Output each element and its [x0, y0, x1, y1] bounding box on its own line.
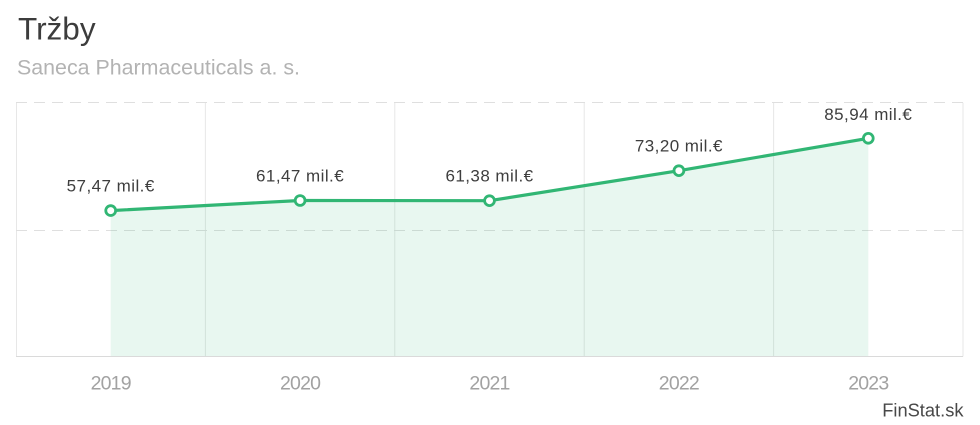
svg-text:61,47 mil.€: 61,47 mil.€ [256, 167, 344, 186]
svg-text:2022: 2022 [659, 372, 699, 394]
svg-text:Tržby: Tržby [18, 11, 96, 47]
svg-text:85,94 mil.€: 85,94 mil.€ [824, 105, 912, 124]
svg-text:2021: 2021 [469, 372, 509, 394]
svg-text:57,47 mil.€: 57,47 mil.€ [67, 177, 155, 196]
svg-text:73,20 mil.€: 73,20 mil.€ [635, 137, 723, 156]
svg-text:2020: 2020 [280, 372, 321, 394]
svg-text:2019: 2019 [91, 372, 131, 394]
svg-text:FinStat.sk: FinStat.sk [882, 400, 964, 421]
svg-text:2023: 2023 [848, 372, 888, 394]
svg-text:Saneca Pharmaceuticals a. s.: Saneca Pharmaceuticals a. s. [17, 56, 300, 80]
svg-text:61,38 mil.€: 61,38 mil.€ [445, 167, 533, 186]
